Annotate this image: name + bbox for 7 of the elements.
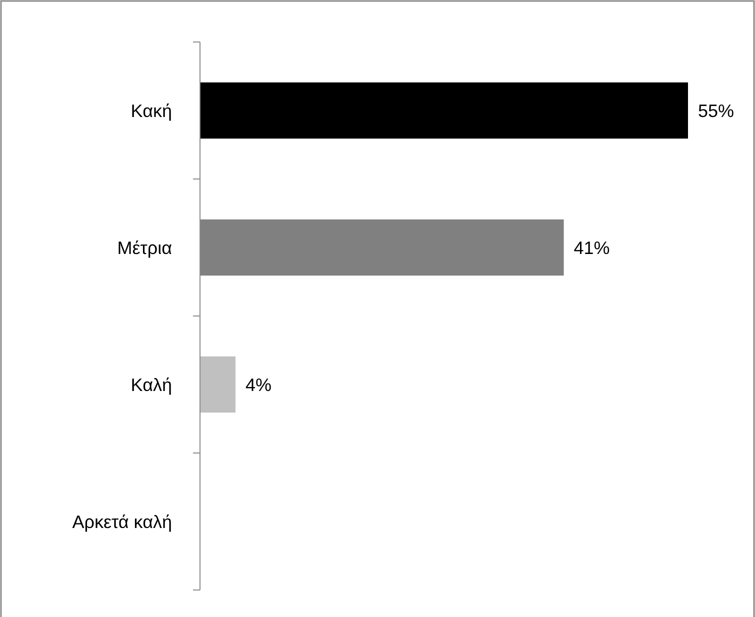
data-label: 4% [245, 374, 272, 395]
y-tick-label: Αρκετά καλή [72, 512, 172, 532]
y-tick-label: Μέτρια [117, 238, 172, 258]
y-tick-label: Κακή [130, 100, 172, 121]
data-label: 41% [574, 238, 610, 258]
data-label: 55% [698, 100, 734, 121]
y-tick-label: Καλή [130, 374, 172, 395]
